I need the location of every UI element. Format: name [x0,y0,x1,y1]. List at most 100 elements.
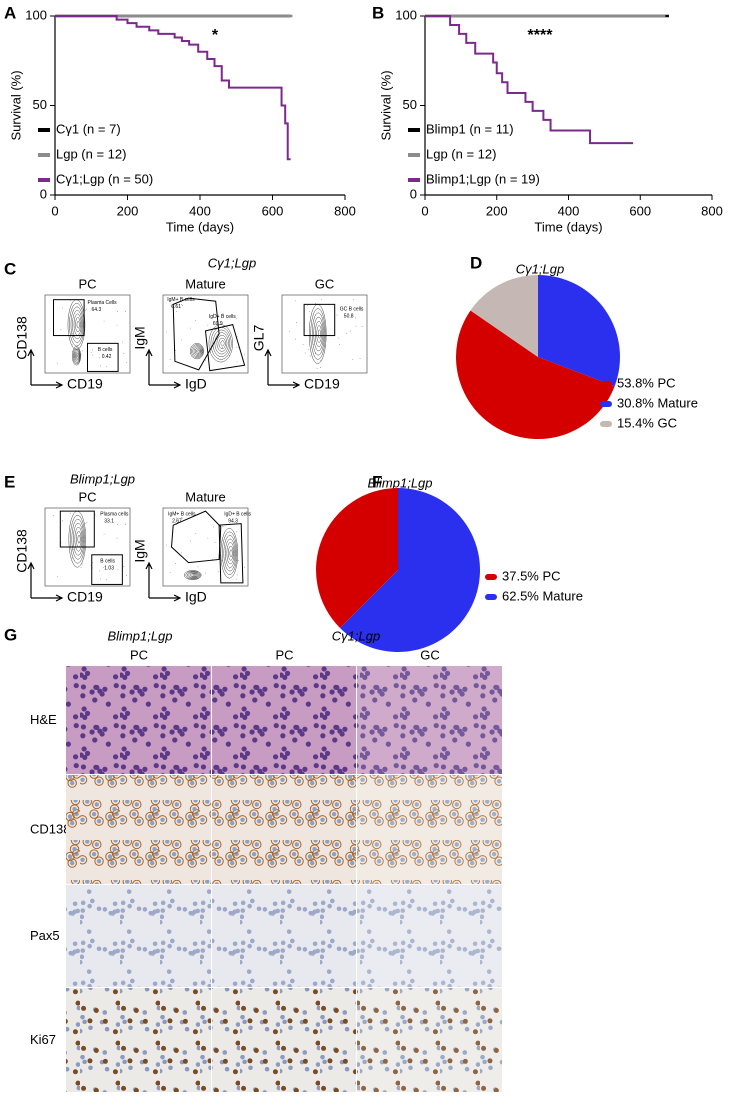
event-dot [99,578,101,580]
y-tick-label: 50 [403,97,417,112]
event-dot [235,578,237,580]
event-dot [100,300,102,302]
x-tick-label: 800 [334,203,356,218]
event-dot [355,317,356,319]
contour [74,526,83,552]
histology-image [212,775,356,884]
gate-value: 94.3 [228,519,238,525]
event-dot [218,571,219,573]
contour [313,316,324,352]
event-dot [92,567,93,569]
panel-label: D [470,253,482,272]
event-dot [304,352,306,354]
flow-plot-title: GC [315,276,335,291]
event-dot [213,526,215,528]
legend-label: Lgp (n = 12) [56,146,126,161]
event-dot [123,566,125,567]
event-dot [180,552,182,554]
event-dot [181,304,182,305]
event-dot [181,517,182,518]
gate-name: B cells [100,558,115,564]
y-tick-label: 50 [33,97,47,112]
event-dot [189,540,191,542]
histology-image [66,885,211,987]
contour [189,343,205,360]
event-dot [361,326,363,328]
annotation: * [212,27,219,44]
axis-arrow [264,348,301,389]
event-dot [204,572,206,574]
histology-image [212,988,356,1092]
event-dot [295,322,297,324]
y-tick-label: 0 [410,186,417,201]
event-dot [359,358,361,359]
event-dot [346,332,347,334]
gate [53,299,85,337]
gate-value: 1.03 [104,565,114,571]
event-dot [103,533,105,535]
contour [184,570,202,581]
event-dot [53,515,55,516]
histology-image [357,885,502,987]
x-axis-label: Time (days) [534,219,602,234]
contour [193,574,196,576]
y-axis-label: Survival (%) [378,70,393,140]
gate [172,297,220,371]
event-dot [85,310,86,312]
contour [76,320,80,329]
contour [76,352,80,359]
event-dot [236,346,238,348]
event-dot [103,320,105,322]
event-dot [352,359,354,360]
event-dot [302,343,304,345]
gate-name: Plasma cells [100,512,129,518]
contour [208,324,233,363]
axis-arrow [27,348,64,389]
event-dot [57,575,58,577]
contour [71,518,85,560]
contour [73,522,84,556]
event-dot [312,343,314,345]
x-tick-label: 0 [51,203,58,218]
contour [72,310,83,340]
column-label: PC [275,647,293,662]
row-label: H&E [30,712,57,727]
event-dot [103,566,104,568]
event-dot [236,549,238,551]
x-tick-label: 600 [629,203,651,218]
event-dot [324,345,326,347]
event-dot [228,355,230,357]
contour [191,344,204,359]
event-dot [99,357,101,359]
y-axis-label: Survival (%) [8,70,23,140]
histology-image [66,666,211,774]
contour [190,572,198,578]
event-dot [123,353,125,354]
event-dot [213,313,215,315]
legend-label: Blimp1;Lgp (n = 19) [426,171,540,186]
event-dot [94,301,96,303]
contour [197,349,200,353]
pie-slice [538,275,620,387]
contour [218,337,226,349]
event-dot [124,523,126,525]
event-dot [214,541,216,543]
contour [223,535,237,572]
flow-x-label: CD19 [67,589,103,605]
histology-image [66,988,211,1092]
histology-image [357,775,502,884]
event-dot [226,568,228,570]
contour [310,308,326,360]
flow-plot-title: PC [78,276,96,291]
contour [77,354,80,358]
event-dot [236,361,238,363]
event-dot [85,523,86,525]
gate-value: 33.1 [104,519,114,525]
contour [317,329,321,339]
contour [314,321,323,347]
gate-name: Plasma Cells [88,300,118,306]
event-dot [180,339,182,341]
legend-label: 62.5% Mature [502,588,583,603]
pie-slice [456,310,615,439]
event-dot [295,338,297,340]
